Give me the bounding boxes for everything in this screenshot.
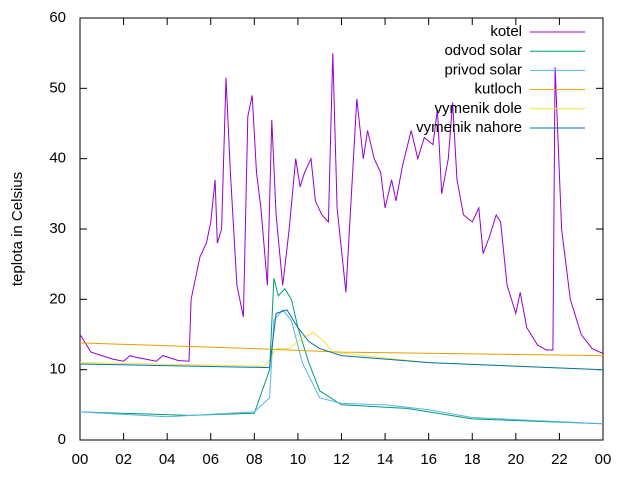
x-tick-label: 16 [420,451,437,468]
legend-label: privod solar [444,61,522,78]
x-tick-label: 12 [333,451,350,468]
x-tick-label: 22 [551,451,568,468]
x-tick-label: 18 [464,451,481,468]
y-tick-label: 0 [58,431,66,448]
series-line [79,331,604,371]
series-line [79,309,604,371]
legend-label: odvod solar [444,42,522,59]
legend-label: kotel [490,23,522,40]
y-tick-label: 10 [49,361,66,378]
y-tick-label: 40 [49,150,66,167]
x-tick-label: 00 [595,451,612,468]
x-tick-label: 00 [72,451,89,468]
legend-label: vymenik nahore [416,119,522,136]
x-tick-label: 10 [290,451,307,468]
x-tick-label: 08 [246,451,263,468]
y-tick-label: 30 [49,220,66,237]
series-line [79,309,604,425]
x-tick-label: 14 [377,451,394,468]
x-tick-label: 20 [507,451,524,468]
series-line [79,278,604,425]
plot-frame [79,17,604,441]
legend-label: vymenik dole [434,100,522,117]
legend-label: kutloch [474,81,522,98]
x-tick-label: 04 [159,451,176,468]
series-line [79,342,604,357]
y-axis-label: teplota in Celsius [9,172,26,286]
y-tick-label: 20 [49,290,66,307]
x-tick-label: 06 [202,451,219,468]
x-tick-label: 02 [115,451,132,468]
y-tick-label: 50 [49,79,66,96]
series-line [79,53,604,362]
y-tick-label: 60 [49,9,66,26]
